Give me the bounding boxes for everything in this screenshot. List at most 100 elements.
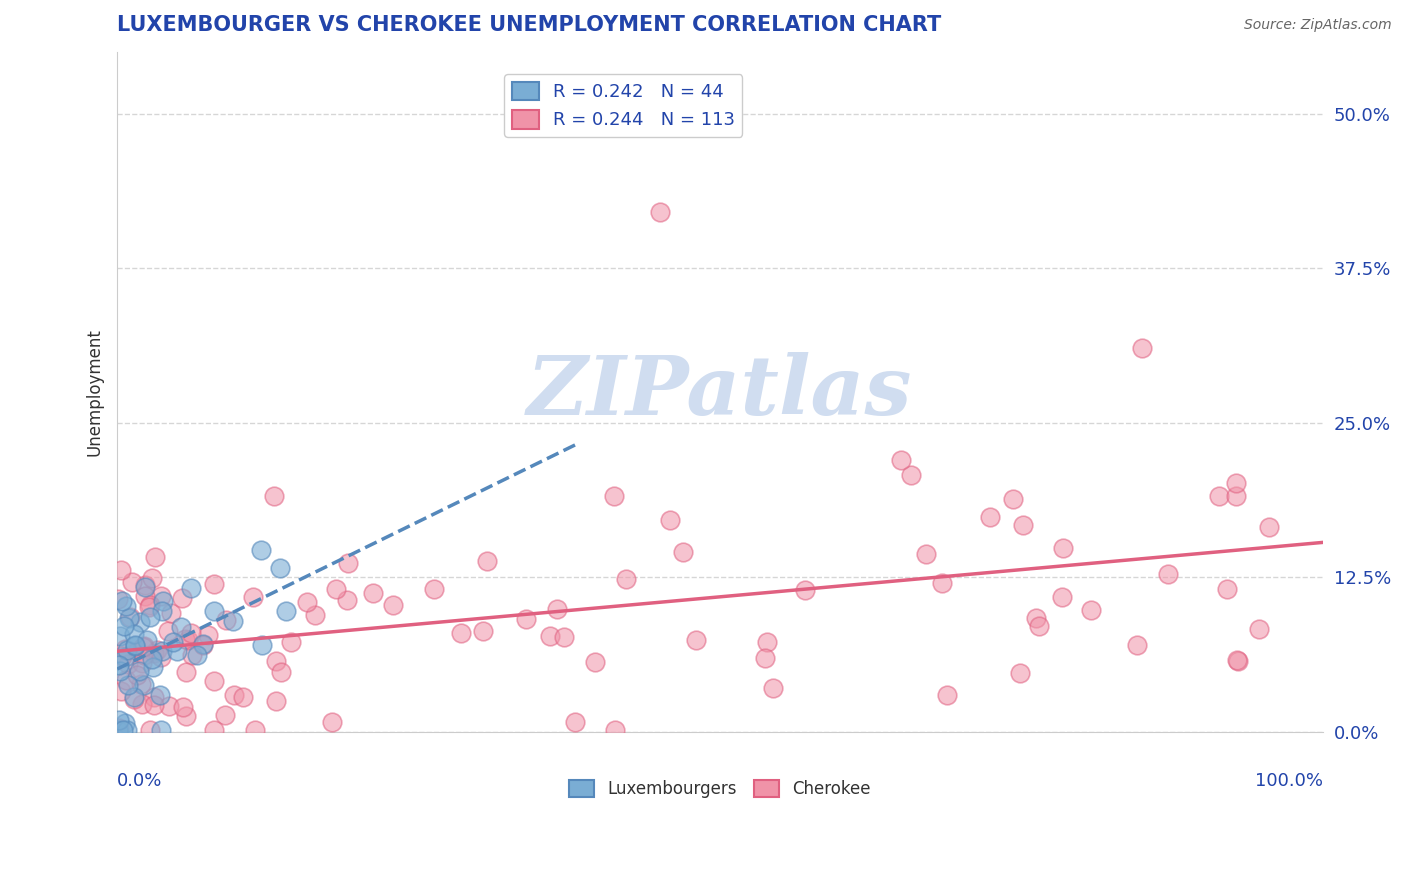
Luxembourgers [115, 599, 138, 614]
Cherokee [131, 656, 153, 670]
Cherokee [107, 592, 129, 607]
Cherokee [605, 723, 627, 738]
Cherokee [914, 547, 936, 561]
Luxembourgers [170, 620, 193, 634]
Cherokee [157, 624, 180, 638]
Luxembourgers [135, 632, 157, 647]
Cherokee [1216, 582, 1239, 596]
Luxembourgers [117, 678, 139, 692]
Cherokee [110, 683, 132, 698]
Cherokee [180, 626, 202, 640]
Cherokee [132, 648, 155, 663]
Cherokee [336, 556, 359, 570]
Text: Source: ZipAtlas.com: Source: ZipAtlas.com [1244, 18, 1392, 32]
Cherokee [132, 640, 155, 654]
Cherokee [762, 681, 785, 695]
Cherokee [361, 585, 384, 599]
Cherokee [173, 632, 195, 646]
Luxembourgers [115, 642, 138, 657]
Cherokee [143, 698, 166, 712]
Cherokee [614, 573, 637, 587]
Cherokee [131, 677, 153, 691]
Cherokee [138, 599, 160, 614]
Cherokee [931, 576, 953, 591]
Cherokee [900, 467, 922, 482]
Luxembourgers [114, 649, 136, 664]
Cherokee [1050, 591, 1073, 605]
Cherokee [266, 654, 288, 668]
Cherokee [1130, 342, 1153, 356]
Cherokee [564, 714, 586, 729]
Luxembourgers [128, 665, 150, 679]
Cherokee [138, 598, 160, 612]
Cherokee [297, 595, 319, 609]
Cherokee [174, 665, 197, 679]
Luxembourgers [152, 594, 174, 608]
Luxembourgers [186, 648, 208, 663]
Cherokee [202, 577, 225, 591]
Luxembourgers [162, 634, 184, 648]
Luxembourgers [150, 723, 173, 738]
Cherokee [215, 613, 238, 627]
Luxembourgers [149, 688, 172, 702]
Cherokee [336, 593, 359, 607]
Cherokee [177, 633, 200, 648]
Cherokee [134, 590, 156, 604]
Text: ZIPatlas: ZIPatlas [527, 351, 912, 432]
Cherokee [143, 549, 166, 564]
Cherokee [890, 452, 912, 467]
Cherokee [1025, 610, 1047, 624]
Cherokee [197, 628, 219, 642]
Cherokee [648, 205, 671, 219]
Cherokee [1226, 653, 1249, 667]
Cherokee [1028, 618, 1050, 632]
Cherokee [304, 608, 326, 623]
Cherokee [321, 715, 343, 730]
Cherokee [111, 648, 134, 663]
Cherokee [160, 606, 183, 620]
Cherokee [131, 697, 153, 711]
Cherokee [193, 638, 215, 652]
Cherokee [118, 610, 141, 624]
Cherokee [132, 639, 155, 653]
Luxembourgers [142, 660, 165, 674]
Cherokee [139, 723, 162, 738]
Luxembourgers [107, 723, 129, 738]
Text: 0.0%: 0.0% [117, 772, 163, 790]
Cherokee [553, 630, 575, 644]
Luxembourgers [110, 664, 132, 678]
Cherokee [214, 707, 236, 722]
Cherokee [603, 489, 626, 503]
Luxembourgers [124, 640, 146, 654]
Luxembourgers [249, 543, 271, 558]
Cherokee [546, 602, 568, 616]
Cherokee [1208, 489, 1230, 503]
Cherokee [515, 612, 537, 626]
Cherokee [202, 723, 225, 738]
Luxembourgers [122, 627, 145, 641]
Y-axis label: Unemployment: Unemployment [86, 327, 103, 456]
Cherokee [1157, 566, 1180, 581]
Cherokee [450, 626, 472, 640]
Cherokee [755, 634, 778, 648]
Luxembourgers [139, 609, 162, 624]
Luxembourgers [166, 644, 188, 658]
Cherokee [1225, 476, 1247, 491]
Cherokee [127, 644, 149, 658]
Luxembourgers [269, 561, 291, 575]
Cherokee [157, 698, 180, 713]
Luxembourgers [108, 658, 131, 673]
Cherokee [107, 721, 129, 735]
Cherokee [1080, 602, 1102, 616]
Cherokee [232, 690, 254, 705]
Cherokee [143, 646, 166, 660]
Cherokee [672, 544, 695, 558]
Cherokee [1001, 491, 1024, 506]
Cherokee [114, 641, 136, 656]
Luxembourgers [128, 615, 150, 629]
Cherokee [122, 692, 145, 706]
Cherokee [224, 688, 246, 702]
Cherokee [1227, 654, 1250, 668]
Cherokee [264, 694, 287, 708]
Luxembourgers [134, 677, 156, 691]
